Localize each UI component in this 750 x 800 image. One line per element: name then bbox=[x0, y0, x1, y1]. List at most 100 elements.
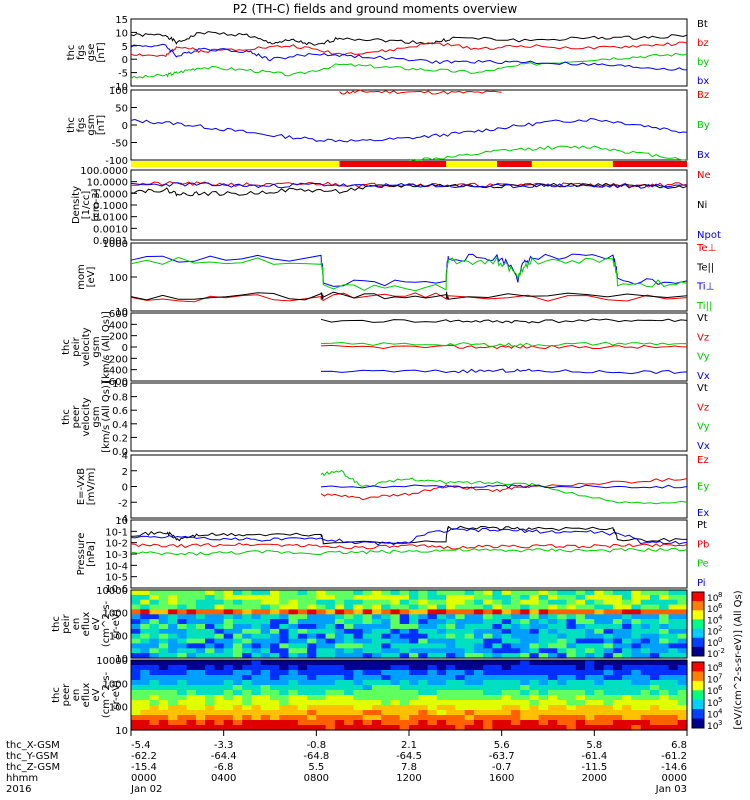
spectrogram-cell bbox=[659, 594, 670, 601]
spectrogram-cell bbox=[566, 725, 577, 731]
spectrogram-cell bbox=[575, 599, 586, 606]
spectrogram-cell bbox=[529, 648, 540, 654]
spectrogram-cell bbox=[575, 710, 586, 716]
spectrogram-cell bbox=[529, 624, 540, 630]
spectrogram-cell bbox=[390, 628, 401, 635]
spectrogram-cell bbox=[251, 660, 262, 666]
spectrogram-cell bbox=[399, 710, 410, 716]
spectrogram-cell bbox=[149, 720, 160, 726]
spectrogram-cell bbox=[270, 638, 280, 645]
spectrogram-cell bbox=[538, 599, 549, 606]
spectrogram-cell bbox=[316, 680, 327, 686]
spectrogram-cell bbox=[409, 685, 419, 691]
x-tick-label: -0.7 bbox=[492, 762, 512, 773]
spectrogram-cell bbox=[520, 653, 531, 659]
spectrogram-cell bbox=[557, 725, 568, 731]
spectrogram-cell bbox=[158, 710, 169, 716]
colorbar-band bbox=[692, 662, 704, 672]
spectrogram-cell bbox=[473, 700, 484, 706]
spectrogram-cell bbox=[242, 604, 253, 611]
spectrogram-cell bbox=[307, 653, 317, 659]
spectrogram-cell bbox=[307, 604, 317, 611]
y-axis-label: thc peir velocity gsm [km/s (All Qs)] bbox=[61, 311, 112, 383]
spectrogram-cell bbox=[557, 690, 568, 696]
spectrogram-cell bbox=[464, 685, 475, 691]
spectrogram-cell bbox=[501, 633, 512, 640]
spectrogram-cell bbox=[409, 628, 419, 635]
spectrogram-cell bbox=[529, 619, 540, 625]
spectrogram-cell bbox=[186, 725, 197, 731]
spectrogram-cell bbox=[316, 643, 327, 649]
spectrogram-cell bbox=[186, 633, 197, 640]
colorbar-tick-exponent: 2 bbox=[718, 625, 722, 633]
spectrogram-cell bbox=[594, 705, 605, 711]
spectrogram-cell bbox=[279, 604, 290, 611]
spectrogram-cell bbox=[557, 604, 568, 611]
spectrogram-cell bbox=[501, 675, 512, 681]
spectrogram-cell bbox=[362, 670, 373, 676]
y-tick-label: 0.0001 bbox=[93, 236, 128, 247]
y-tick-label: 1000 bbox=[103, 609, 128, 620]
spectrogram-cell bbox=[390, 705, 401, 711]
spectrogram-cell bbox=[279, 599, 290, 606]
spectrogram-cell bbox=[455, 710, 466, 716]
spectrogram-cell bbox=[195, 633, 206, 640]
spectrogram-cell bbox=[603, 665, 614, 671]
spectrogram-cell bbox=[344, 599, 354, 606]
spectrogram-cell bbox=[548, 653, 558, 659]
spectrogram-cell bbox=[473, 725, 484, 731]
legend-bx: bx bbox=[697, 76, 709, 87]
series-Te⊥ bbox=[130, 292, 688, 303]
spectrogram-cell bbox=[353, 633, 364, 640]
spectrogram-cell bbox=[251, 590, 262, 596]
spectrogram-cell bbox=[334, 695, 345, 701]
spectrogram-cell bbox=[316, 609, 327, 615]
spectrogram-cell bbox=[297, 715, 308, 721]
spectrogram-cell bbox=[418, 643, 429, 649]
spectrogram-cell bbox=[603, 710, 614, 716]
x-tick-label: 5.6 bbox=[494, 740, 510, 751]
spectrogram-cell bbox=[186, 705, 197, 711]
spectrogram-cell bbox=[325, 643, 336, 649]
spectrogram-cell bbox=[223, 680, 234, 686]
spectrogram-cell bbox=[492, 690, 503, 696]
spectrogram-cell bbox=[316, 725, 327, 731]
spectrogram-cell bbox=[548, 685, 558, 691]
spectrogram-cell bbox=[149, 660, 160, 666]
spectrogram-cell bbox=[492, 653, 503, 659]
spectrogram-cell bbox=[473, 715, 484, 721]
spectrogram-cell bbox=[223, 648, 234, 654]
spectrogram-cell bbox=[390, 710, 401, 716]
spectrogram-cell bbox=[510, 720, 521, 726]
spectrogram-cell bbox=[195, 680, 206, 686]
spectrogram-cell bbox=[260, 638, 271, 645]
spectrogram-cell bbox=[399, 624, 410, 630]
spectrogram-cell bbox=[149, 695, 160, 701]
x-tick-label: -64.8 bbox=[303, 751, 329, 762]
spectrogram-cell bbox=[594, 665, 605, 671]
spectrogram-cell bbox=[631, 710, 642, 716]
spectrogram-cell bbox=[640, 710, 651, 716]
spectrogram-cell bbox=[195, 660, 206, 666]
spectrogram-cell bbox=[353, 685, 364, 691]
spectrogram-cell bbox=[631, 604, 642, 611]
spectrogram-cell bbox=[205, 670, 215, 676]
spectrogram-cell bbox=[427, 619, 438, 625]
spectrogram-cell bbox=[260, 690, 271, 696]
spectrogram-cell bbox=[668, 604, 679, 611]
spectrogram-cell bbox=[436, 594, 447, 601]
spectrogram-cell bbox=[455, 675, 466, 681]
spectrogram-cell bbox=[557, 594, 568, 601]
series-Vt bbox=[320, 318, 688, 324]
spectrogram-cell bbox=[270, 685, 280, 691]
spectrogram-cell bbox=[520, 700, 531, 706]
spectrogram-cell bbox=[455, 594, 466, 601]
spectrogram-cell bbox=[492, 680, 503, 686]
spectrogram-cell bbox=[371, 685, 382, 691]
spectrogram-cell bbox=[371, 628, 382, 635]
spectrogram-cell bbox=[631, 599, 642, 606]
spectrogram-cell bbox=[649, 685, 660, 691]
spectrogram-cell bbox=[464, 594, 475, 601]
spectrogram-cell bbox=[399, 720, 410, 726]
